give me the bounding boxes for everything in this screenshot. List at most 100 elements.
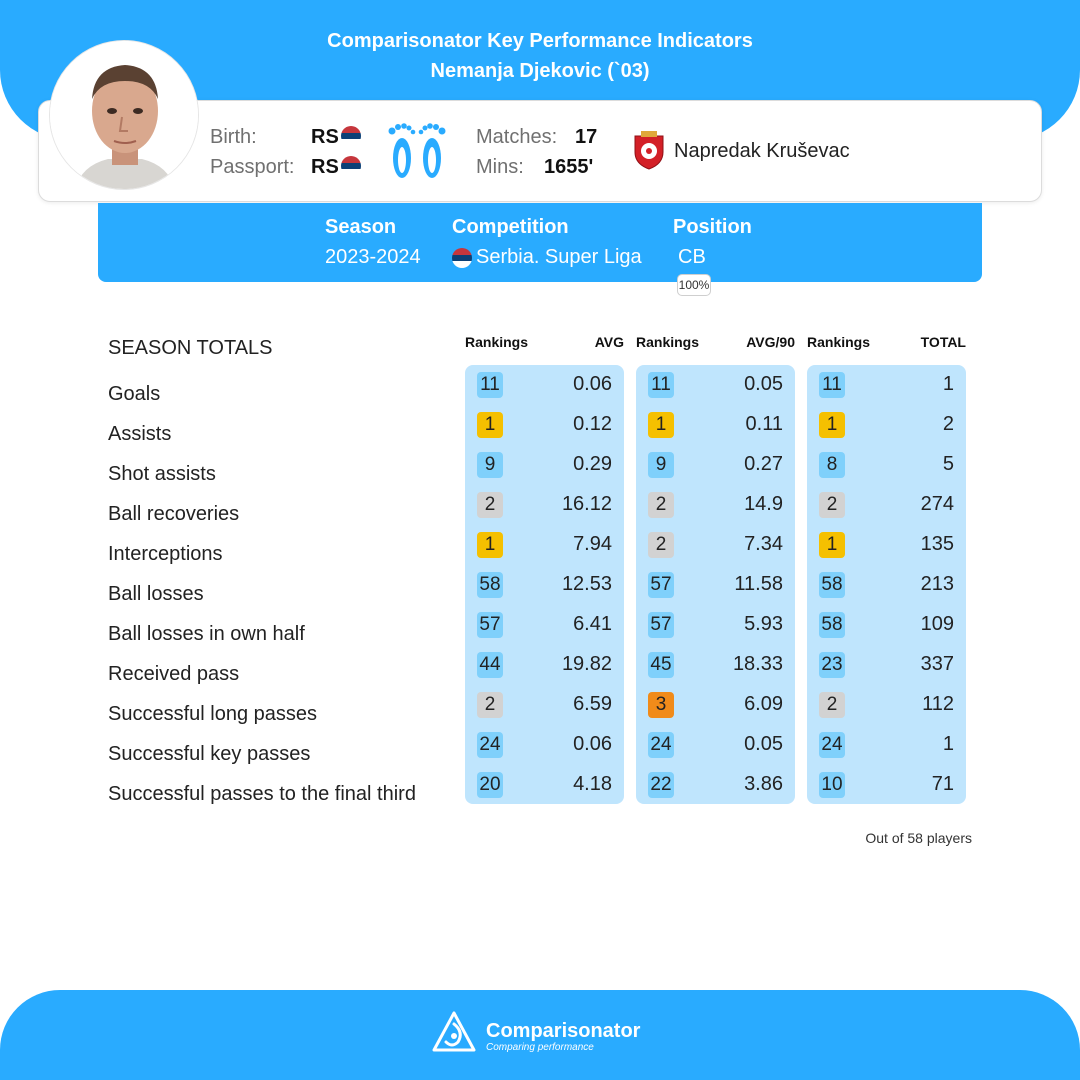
rank-badge-avg: 9 xyxy=(477,452,503,478)
value-avg90: 6.09 xyxy=(744,693,783,715)
club-name: Napredak Kruševac xyxy=(674,140,850,162)
footnote: Out of 58 players xyxy=(865,830,972,846)
rank-badge-avg: 58 xyxy=(477,572,503,598)
birth-value: RS xyxy=(311,126,339,148)
player-photo xyxy=(49,40,199,190)
serbia-flag-icon xyxy=(341,126,361,146)
rank-badge-avg: 2 xyxy=(477,492,503,518)
rank-badge-avg: 20 xyxy=(477,772,503,798)
season-box xyxy=(98,203,982,282)
rank-badge-avg90: 2 xyxy=(648,532,674,558)
rank-badge-total: 23 xyxy=(819,652,845,678)
serbia-flag-icon xyxy=(452,248,472,268)
rank-badge-avg90: 2 xyxy=(648,492,674,518)
rank-badge-avg: 44 xyxy=(477,652,503,678)
birth-label: Birth: xyxy=(210,126,257,148)
rank-badge-avg90: 45 xyxy=(648,652,674,678)
napredak-crest-icon xyxy=(634,131,664,170)
col-avg90: AVG/90 xyxy=(746,334,795,350)
comparisonator-logo-icon xyxy=(432,1011,476,1052)
value-total: 1 xyxy=(942,373,954,395)
metric-label: Shot assists xyxy=(108,463,216,485)
rank-badge-avg: 1 xyxy=(477,532,503,558)
serbia-flag-icon xyxy=(341,156,361,176)
rank-badge-total: 1 xyxy=(819,532,845,558)
rank-badge-avg90: 22 xyxy=(648,772,674,798)
player-avatar-icon xyxy=(50,41,198,189)
value-avg: 0.12 xyxy=(573,413,612,435)
rank-badge-total: 11 xyxy=(819,372,845,398)
value-total: 112 xyxy=(922,693,954,715)
value-avg: 4.18 xyxy=(573,773,612,795)
col-total: TOTAL xyxy=(920,334,966,350)
col-rankings-avg: Rankings xyxy=(465,334,529,350)
brand-tagline: Comparing performance xyxy=(486,1042,594,1053)
player-name-title: Nemanja Djekovic (`03) xyxy=(430,60,650,82)
rank-badge-avg: 24 xyxy=(477,732,503,758)
value-avg: 6.59 xyxy=(573,693,612,715)
matches-value: 17 xyxy=(575,126,598,148)
value-total: 1 xyxy=(942,733,954,755)
position-label: Position xyxy=(673,216,752,238)
rank-badge-total: 2 xyxy=(819,492,845,518)
rank-badge-total: 10 xyxy=(819,772,845,798)
value-avg: 0.06 xyxy=(573,373,612,395)
mins-label: Mins: xyxy=(476,156,524,178)
matches-label: Matches: xyxy=(476,126,558,148)
value-avg: 0.29 xyxy=(573,453,612,475)
value-avg: 6.41 xyxy=(573,613,612,635)
value-total: 274 xyxy=(920,493,954,515)
value-total: 337 xyxy=(920,653,954,675)
col-avg: AVG xyxy=(594,334,624,350)
value-avg90: 0.27 xyxy=(744,453,783,475)
metric-label: Interceptions xyxy=(108,543,223,565)
rank-badge-avg: 1 xyxy=(477,412,503,438)
metric-label: Ball recoveries xyxy=(108,503,240,525)
rank-badge-avg90: 57 xyxy=(648,572,674,598)
metric-label: Successful key passes xyxy=(108,743,311,765)
passport-label: Passport: xyxy=(210,156,295,178)
metric-label: Ball losses in own half xyxy=(108,623,305,645)
passport-value: RS xyxy=(311,156,339,178)
value-avg90: 3.86 xyxy=(744,773,783,795)
value-total: 135 xyxy=(920,533,954,555)
brand-name: Comparisonator xyxy=(486,1020,641,1042)
rank-badge-total: 1 xyxy=(819,412,845,438)
value-avg: 7.94 xyxy=(573,533,612,555)
rank-badge-avg: 11 xyxy=(477,372,503,398)
season-value: 2023-2024 xyxy=(325,246,421,268)
metric-label: Goals xyxy=(108,383,161,405)
rank-badge-avg90: 1 xyxy=(648,412,674,438)
metric-label: Ball losses xyxy=(108,583,204,605)
rank-badge-total: 8 xyxy=(819,452,845,478)
metric-label: Received pass xyxy=(108,663,240,685)
competition-value: Serbia. Super Liga xyxy=(476,246,642,268)
value-total: 213 xyxy=(920,573,954,595)
competition-label: Competition xyxy=(452,216,569,238)
rank-badge-total: 58 xyxy=(819,612,845,638)
season-totals-heading: SEASON TOTALS xyxy=(108,337,273,359)
metric-label: Successful passes to the final third xyxy=(108,783,416,805)
value-avg90: 0.05 xyxy=(744,733,783,755)
rank-badge-total: 58 xyxy=(819,572,845,598)
feet-icon xyxy=(388,123,446,178)
value-avg90: 0.11 xyxy=(745,413,783,435)
value-avg90: 0.05 xyxy=(744,373,783,395)
rank-badge-total: 24 xyxy=(819,732,845,758)
metric-label: Assists xyxy=(108,423,172,445)
rank-badge-avg: 57 xyxy=(477,612,503,638)
value-total: 5 xyxy=(942,453,954,475)
value-avg90: 18.33 xyxy=(732,653,783,675)
value-avg: 12.53 xyxy=(561,573,612,595)
rank-badge-avg90: 3 xyxy=(648,692,674,718)
col-rankings-total: Rankings xyxy=(807,334,871,350)
rank-badge-avg90: 9 xyxy=(648,452,674,478)
rank-badge-avg90: 57 xyxy=(648,612,674,638)
rank-badge-avg: 2 xyxy=(477,692,503,718)
value-avg90: 11.58 xyxy=(734,573,783,595)
col-rankings-avg90: Rankings xyxy=(636,334,700,350)
position-value: CB xyxy=(678,246,706,268)
rank-badge-avg90: 11 xyxy=(648,372,674,398)
page-title: Comparisonator Key Performance Indicator… xyxy=(327,30,753,52)
metric-label: Successful long passes xyxy=(108,703,318,725)
